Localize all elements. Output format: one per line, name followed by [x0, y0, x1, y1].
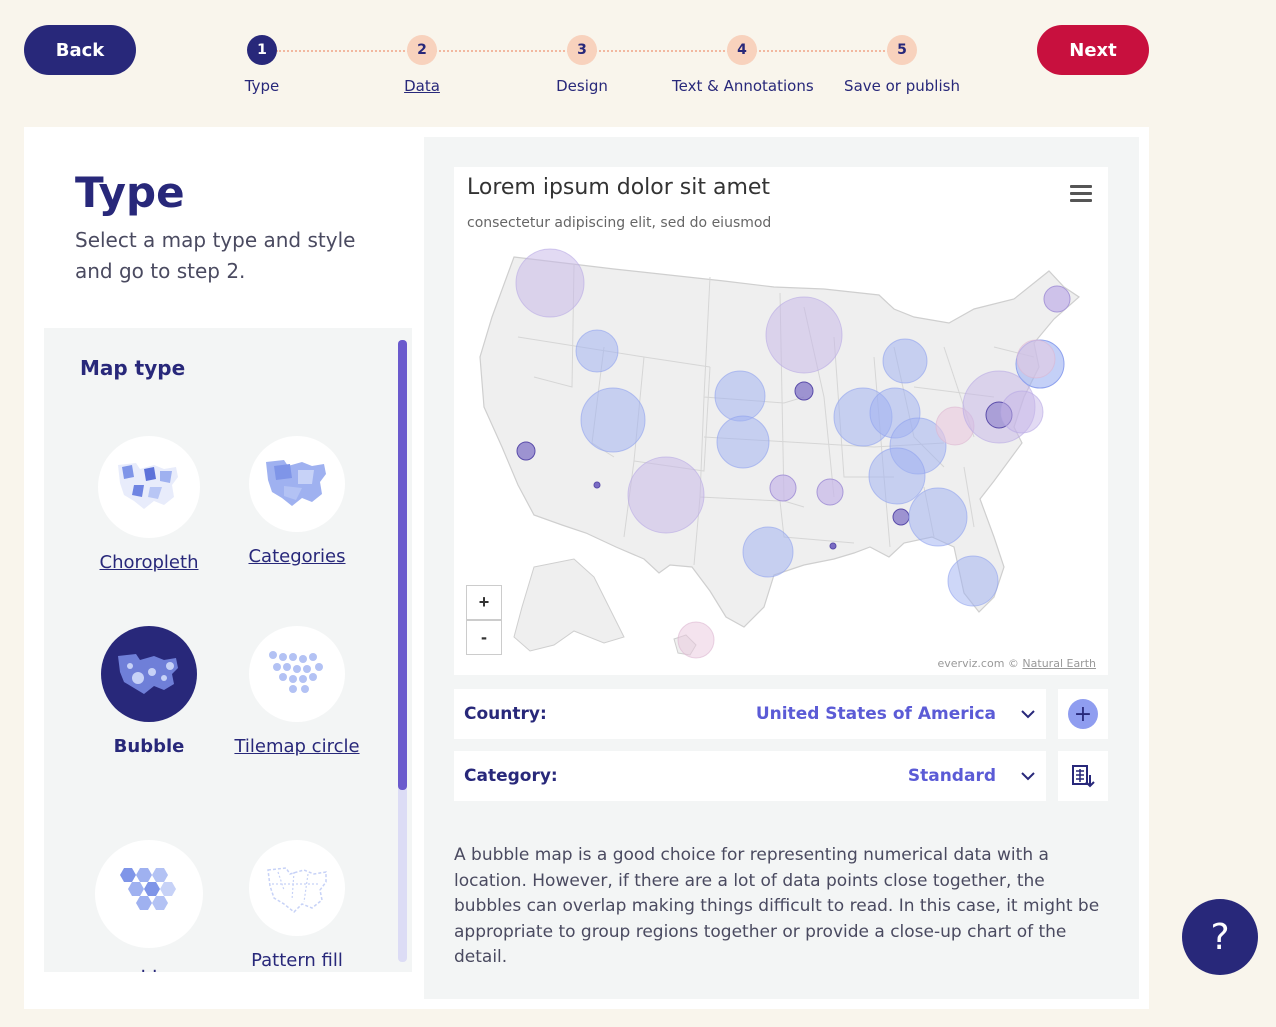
map-chart: Lorem ipsum dolor sit amet consectetur a… — [454, 167, 1108, 675]
step-label: Save or publish — [844, 77, 960, 95]
back-button[interactable]: Back — [24, 25, 136, 75]
bubble — [769, 474, 797, 502]
add-country-button[interactable]: + — [1058, 689, 1108, 739]
hexagon-tilemap-icon — [95, 840, 203, 948]
category-select[interactable]: Category: Standard — [454, 751, 1046, 801]
country-value[interactable]: United States of America — [755, 704, 996, 724]
chart-menu-icon[interactable] — [1070, 185, 1092, 203]
choropleth-map-icon — [98, 436, 200, 538]
step-1[interactable]: 1 Type — [192, 35, 332, 95]
map-bubbles — [515, 248, 1071, 659]
map-type-hexagon-tilemap[interactable]: . . — [74, 840, 224, 972]
spreadsheet-download-icon — [1072, 765, 1095, 788]
zoom-out-button[interactable]: - — [466, 620, 502, 655]
bubble — [515, 248, 585, 318]
step-number: 3 — [567, 35, 597, 65]
bubble — [1016, 339, 1056, 379]
category-label: Category: — [464, 766, 558, 786]
bubble — [794, 381, 814, 401]
bubble — [677, 621, 715, 659]
step-number: 5 — [887, 35, 917, 65]
bubble — [816, 478, 844, 506]
pattern-fill-map-icon — [249, 840, 345, 936]
step-label[interactable]: Data — [404, 77, 440, 95]
map-type-label[interactable]: Tilemap circle — [234, 736, 360, 757]
bubble — [627, 456, 705, 534]
us-bubble-map — [479, 248, 1080, 659]
zoom-in-button[interactable]: + — [466, 585, 502, 620]
bubble — [765, 296, 843, 374]
step-5[interactable]: 5 Save or publish — [832, 35, 972, 95]
bubble — [575, 329, 619, 373]
chart-title: Lorem ipsum dolor sit amet — [467, 175, 771, 200]
next-button[interactable]: Next — [1037, 25, 1149, 75]
map-type-label[interactable]: . . — [140, 956, 158, 972]
bubble — [868, 447, 926, 505]
map-type-label[interactable]: Pattern fill — [251, 950, 343, 971]
bubble — [829, 542, 837, 550]
bubble — [908, 487, 968, 547]
bubble — [580, 387, 646, 453]
bubble — [742, 526, 794, 578]
bubble — [947, 555, 999, 607]
help-button[interactable]: ? — [1182, 899, 1258, 975]
map-type-pattern-fill[interactable]: Pattern fill — [222, 840, 372, 972]
country-select[interactable]: Country: United States of America — [454, 689, 1046, 739]
step-progress: 1 Type 2 Data 3 Design 4 Text & Annotati… — [204, 30, 964, 110]
credits-text: everviz.com © — [937, 657, 1019, 670]
bubble — [1000, 390, 1044, 434]
map-type-description: A bubble map is a good choice for repres… — [454, 845, 1100, 967]
step-3[interactable]: 3 Design — [512, 35, 652, 95]
map-type-choropleth[interactable]: Choropleth — [74, 436, 224, 575]
chart-subtitle: consectetur adipiscing elit, sed do eius… — [467, 215, 772, 231]
step-label: Design — [556, 77, 608, 95]
map-type-panel: Map type Choropleth Categories — [44, 328, 412, 972]
bubble — [593, 481, 601, 489]
download-data-button[interactable] — [1058, 751, 1108, 801]
chevron-down-icon[interactable] — [1020, 706, 1036, 722]
bubble — [882, 338, 928, 384]
map-type-label[interactable]: Categories — [248, 546, 346, 567]
step-number: 1 — [247, 35, 277, 65]
map-credits: everviz.com © Natural Earth — [938, 657, 1096, 670]
step-label: Type — [244, 77, 280, 95]
chevron-down-icon[interactable] — [1020, 768, 1036, 784]
page-title: Type — [75, 168, 185, 217]
map-type-categories[interactable]: Categories — [222, 436, 372, 569]
step-4[interactable]: 4 Text & Annotations — [672, 35, 814, 95]
plus-icon: + — [1068, 699, 1098, 729]
bubble — [892, 508, 910, 526]
step-2[interactable]: 2 Data — [352, 35, 492, 95]
map-type-label[interactable]: Bubble — [113, 736, 185, 757]
tilemap-circle-icon — [249, 626, 345, 722]
bubble-map-icon — [101, 626, 197, 722]
map-type-label[interactable]: Choropleth — [99, 552, 199, 573]
natural-earth-link[interactable]: Natural Earth — [1022, 657, 1096, 670]
bubble — [716, 415, 770, 469]
category-value[interactable]: Standard — [907, 766, 996, 786]
bubble — [714, 370, 766, 422]
bubble — [1043, 285, 1071, 313]
bubble — [516, 441, 536, 461]
map-type-bubble[interactable]: Bubble — [74, 626, 224, 759]
map-type-tilemap-circle[interactable]: Tilemap circle — [222, 626, 372, 759]
step-number: 4 — [727, 35, 757, 65]
scrollbar-thumb[interactable] — [398, 340, 407, 790]
country-label: Country: — [464, 704, 547, 724]
categories-map-icon — [249, 436, 345, 532]
page-description: Select a map type and style and go to st… — [75, 228, 356, 283]
alaska-shape — [513, 558, 625, 652]
map-type-title: Map type — [80, 356, 186, 380]
step-label: Text & Annotations — [672, 77, 814, 95]
step-number: 2 — [407, 35, 437, 65]
